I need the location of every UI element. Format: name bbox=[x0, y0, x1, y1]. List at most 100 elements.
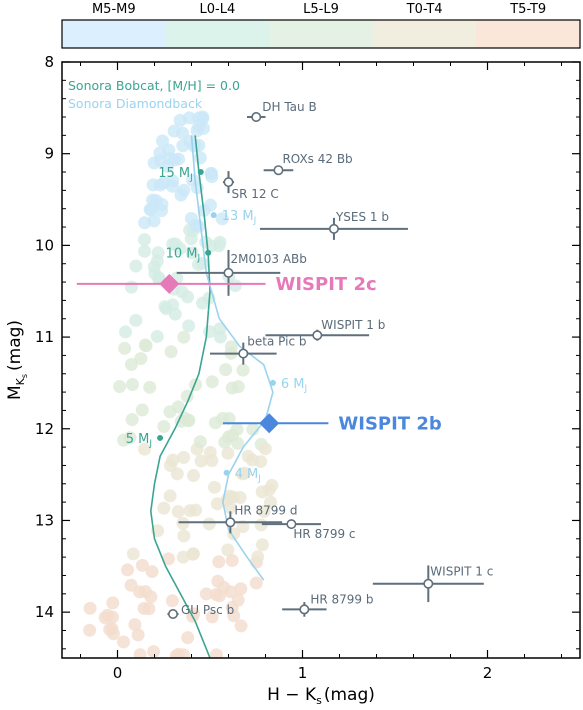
field-dwarf-point bbox=[118, 341, 132, 355]
field-dwarf-point bbox=[116, 635, 130, 649]
field-dwarf-point bbox=[135, 558, 149, 572]
mass-label: 13 MJ bbox=[222, 209, 257, 226]
field-dwarf-point bbox=[230, 422, 244, 436]
field-dwarf-point bbox=[186, 468, 200, 482]
field-dwarf-point bbox=[143, 203, 157, 217]
field-dwarf-point bbox=[221, 446, 235, 460]
x-axis-label: H − Ks (mag) bbox=[267, 685, 375, 707]
plot-area: 15 MJ 10 MJ 5 MJ 13 MJ 6 MJ 4 MJ DH Tau B ROXs … bbox=[35, 53, 581, 682]
field-dwarf-point bbox=[203, 198, 217, 212]
colorbar-segment bbox=[269, 20, 374, 48]
field-dwarf-point bbox=[166, 453, 180, 467]
y-tick-label: 12 bbox=[35, 420, 54, 438]
field-dwarf-point bbox=[126, 547, 140, 561]
field-dwarf-point bbox=[231, 593, 245, 607]
field-dwarf-point bbox=[83, 601, 97, 615]
field-dwarf-point bbox=[188, 139, 202, 153]
colorbar-label: T0-T4 bbox=[406, 2, 443, 17]
field-dwarf-point bbox=[161, 552, 175, 566]
field-dwarf-point bbox=[145, 565, 159, 579]
field-dwarf-point bbox=[113, 380, 127, 394]
highlight-point: WISPIT 2c bbox=[76, 273, 377, 295]
companion-point: ROXs 42 Bb bbox=[263, 152, 353, 176]
mass-label: 5 MJ bbox=[126, 432, 152, 449]
companion-point: GU Psc b bbox=[167, 603, 234, 619]
field-dwarf-point bbox=[147, 645, 161, 658]
colorbar-frame bbox=[61, 19, 581, 49]
companion-label: HR 8799 b bbox=[310, 592, 373, 606]
field-dwarf-point bbox=[157, 420, 171, 434]
field-dwarf-points bbox=[83, 110, 279, 658]
mass-marker bbox=[269, 379, 276, 386]
field-dwarf-point bbox=[139, 339, 153, 353]
field-dwarf-point bbox=[138, 233, 152, 247]
field-dwarf-point bbox=[189, 218, 203, 232]
field-dwarf-point bbox=[193, 151, 207, 165]
colorbar-label: L5-L9 bbox=[303, 2, 339, 17]
highlight-marker bbox=[159, 273, 180, 294]
companion-point: YSES 1 b bbox=[259, 210, 408, 240]
field-dwarf-point bbox=[245, 453, 259, 467]
field-dwarf-point bbox=[265, 478, 279, 492]
companion-label: 2M0103 ABb bbox=[231, 252, 307, 266]
wispit-2-objects: WISPIT 2c WISPIT 2b bbox=[76, 273, 442, 434]
field-dwarf-point bbox=[176, 550, 190, 564]
field-dwarf-point bbox=[210, 648, 224, 658]
companion-label: HR 8799 d bbox=[234, 503, 297, 517]
mass-marker bbox=[205, 249, 212, 256]
legend: Sonora Bobcat, [M/H] = 0.0 Sonora Diamond… bbox=[68, 78, 240, 111]
field-dwarf-point bbox=[255, 538, 269, 552]
field-dwarf-point bbox=[225, 553, 239, 567]
field-dwarf-point bbox=[125, 378, 139, 392]
mass-label: 6 MJ bbox=[281, 377, 307, 394]
field-dwarf-point bbox=[129, 259, 143, 273]
field-dwarf-point bbox=[163, 405, 177, 419]
field-dwarf-point bbox=[177, 183, 191, 197]
field-dwarf-point bbox=[213, 330, 227, 344]
field-dwarf-point bbox=[103, 623, 117, 637]
highlight-label: WISPIT 2b bbox=[338, 413, 441, 434]
y-tick-label: 11 bbox=[35, 328, 54, 346]
field-dwarf-point bbox=[213, 235, 227, 249]
field-dwarf-point bbox=[193, 435, 207, 449]
field-dwarf-point bbox=[83, 623, 97, 637]
field-dwarf-point bbox=[255, 485, 269, 499]
companion-label: WISPIT 1 b bbox=[321, 318, 385, 332]
field-dwarf-point bbox=[207, 480, 221, 494]
field-dwarf-point bbox=[133, 648, 147, 658]
field-dwarf-point bbox=[124, 578, 138, 592]
companion-marker bbox=[225, 517, 236, 528]
x-tick-label: 1 bbox=[298, 664, 308, 682]
companion-point: beta Pic b bbox=[210, 335, 307, 365]
field-dwarf-point bbox=[124, 358, 138, 372]
field-dwarf-point bbox=[124, 280, 138, 294]
field-dwarf-point bbox=[153, 146, 167, 160]
field-dwarf-point bbox=[177, 450, 191, 464]
field-dwarf-point bbox=[251, 550, 265, 564]
field-dwarf-point bbox=[143, 380, 157, 394]
y-axis-label: MKs(mag) bbox=[5, 320, 29, 400]
field-dwarf-point bbox=[138, 442, 152, 456]
field-dwarf-point bbox=[238, 466, 252, 480]
field-dwarf-point bbox=[155, 197, 169, 211]
field-dwarf-point bbox=[182, 319, 196, 333]
companion-marker bbox=[286, 519, 297, 530]
companion-objects: 15 MJ 10 MJ 5 MJ 13 MJ 6 MJ 4 MJ DH Tau B ROXs … bbox=[126, 100, 493, 619]
companion-point: 2M0103 ABb bbox=[176, 249, 307, 296]
field-dwarf-point bbox=[212, 555, 226, 569]
field-dwarf-point bbox=[173, 113, 187, 127]
field-dwarf-point bbox=[142, 602, 156, 616]
field-dwarf-point bbox=[171, 505, 185, 519]
field-dwarf-point bbox=[173, 242, 187, 256]
field-dwarf-point bbox=[184, 232, 198, 246]
field-dwarf-point bbox=[156, 134, 170, 148]
field-dwarf-point bbox=[231, 436, 245, 450]
field-dwarf-point bbox=[194, 454, 208, 468]
field-dwarf-point bbox=[164, 345, 178, 359]
field-dwarf-point bbox=[203, 445, 217, 459]
field-dwarf-point bbox=[223, 500, 237, 514]
companion-marker bbox=[251, 112, 262, 123]
field-dwarf-point bbox=[222, 412, 236, 426]
